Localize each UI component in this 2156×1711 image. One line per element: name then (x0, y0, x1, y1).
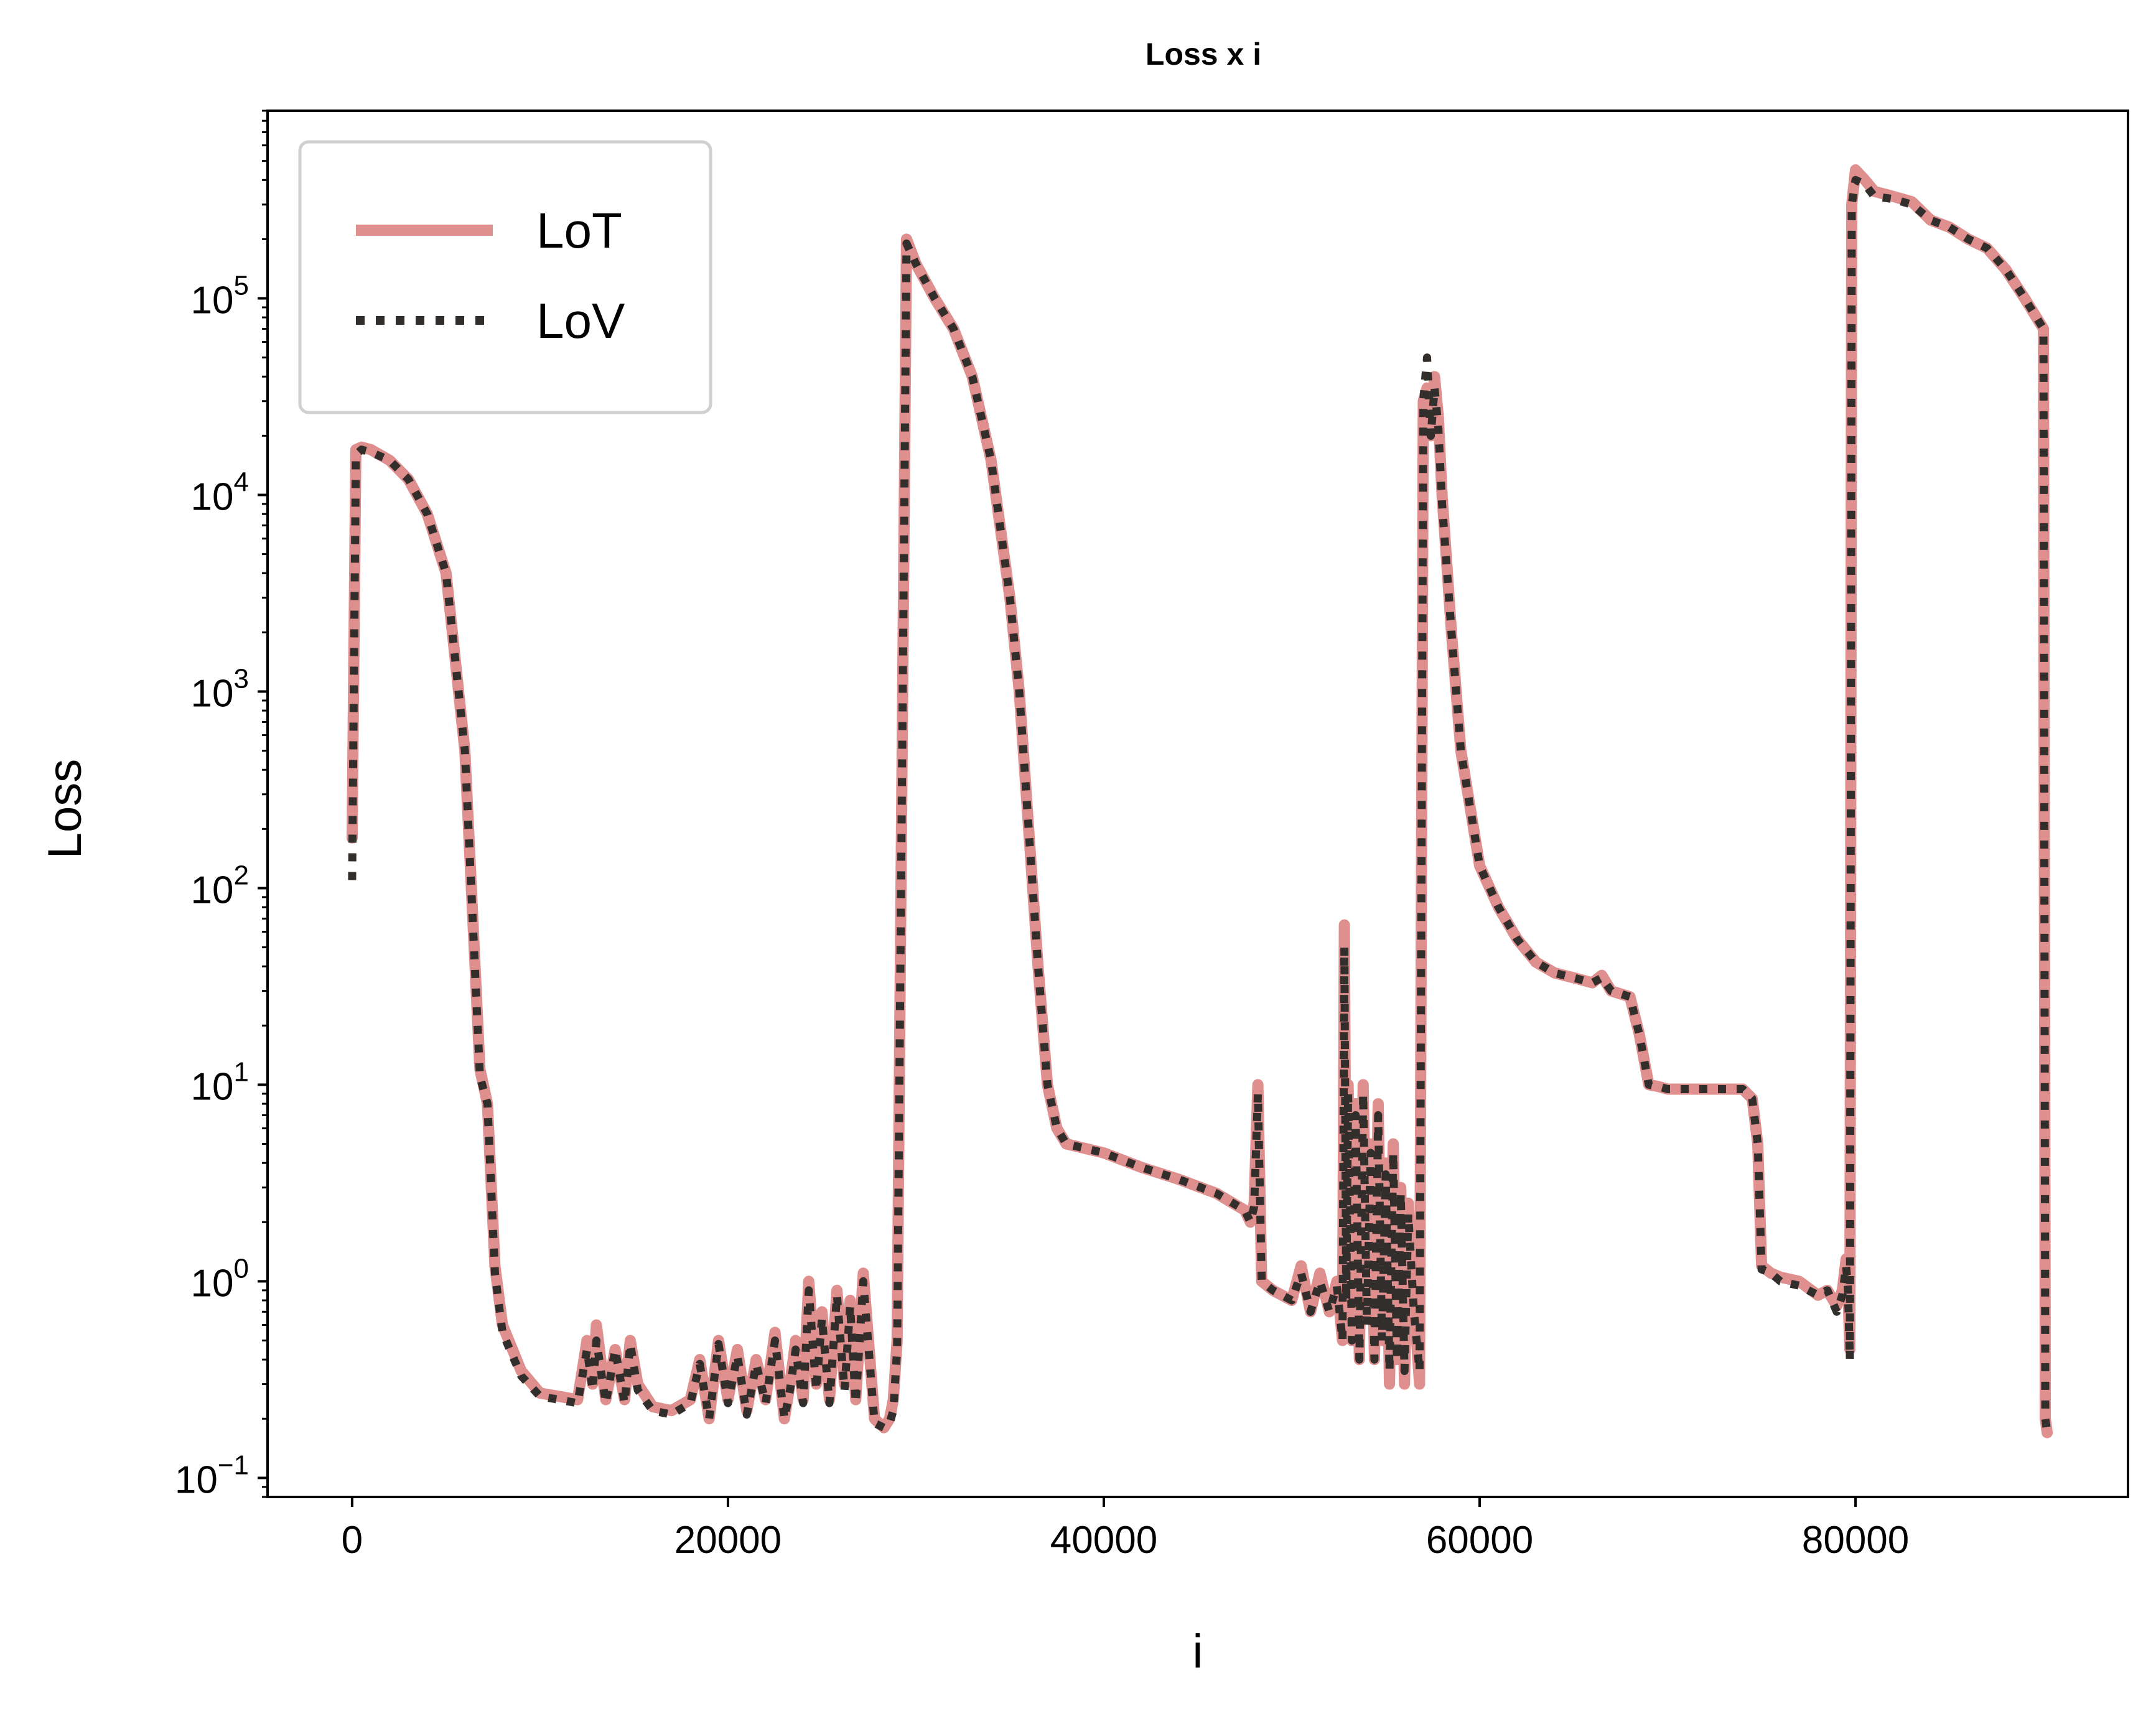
y-tick-label: 10−1 (175, 1450, 249, 1501)
y-tick-label: 105 (191, 271, 249, 322)
legend-label-lot: LoT (536, 203, 622, 258)
legend: LoT LoV (298, 140, 712, 414)
x-axis-ticks: 0 20000 40000 60000 80000 (342, 1497, 1909, 1562)
y-tick-label: 104 (191, 467, 249, 518)
legend-box (298, 140, 712, 414)
x-tick-label: 20000 (674, 1519, 782, 1562)
y-tick-label: 102 (191, 860, 249, 911)
y-tick-label: 103 (191, 663, 249, 715)
plot-lines (346, 164, 2053, 1438)
x-tick-label: 40000 (1050, 1519, 1157, 1562)
y-axis-label: Loss (39, 759, 91, 859)
legend-label-lov: LoV (536, 293, 625, 348)
x-axis-label: i (1193, 1625, 1203, 1678)
y-axis-ticks: 10−1 100 101 102 103 104 105 (175, 110, 268, 1501)
chart-title: Loss x i (1146, 37, 1261, 72)
y-tick-label: 100 (191, 1253, 249, 1305)
x-tick-label: 60000 (1426, 1519, 1533, 1562)
plot-frame (266, 110, 2129, 1498)
y-tick-label: 101 (191, 1056, 249, 1108)
x-tick-label: 0 (342, 1519, 363, 1562)
series-line-lov (348, 175, 2051, 1434)
x-tick-label: 80000 (1802, 1519, 1909, 1562)
